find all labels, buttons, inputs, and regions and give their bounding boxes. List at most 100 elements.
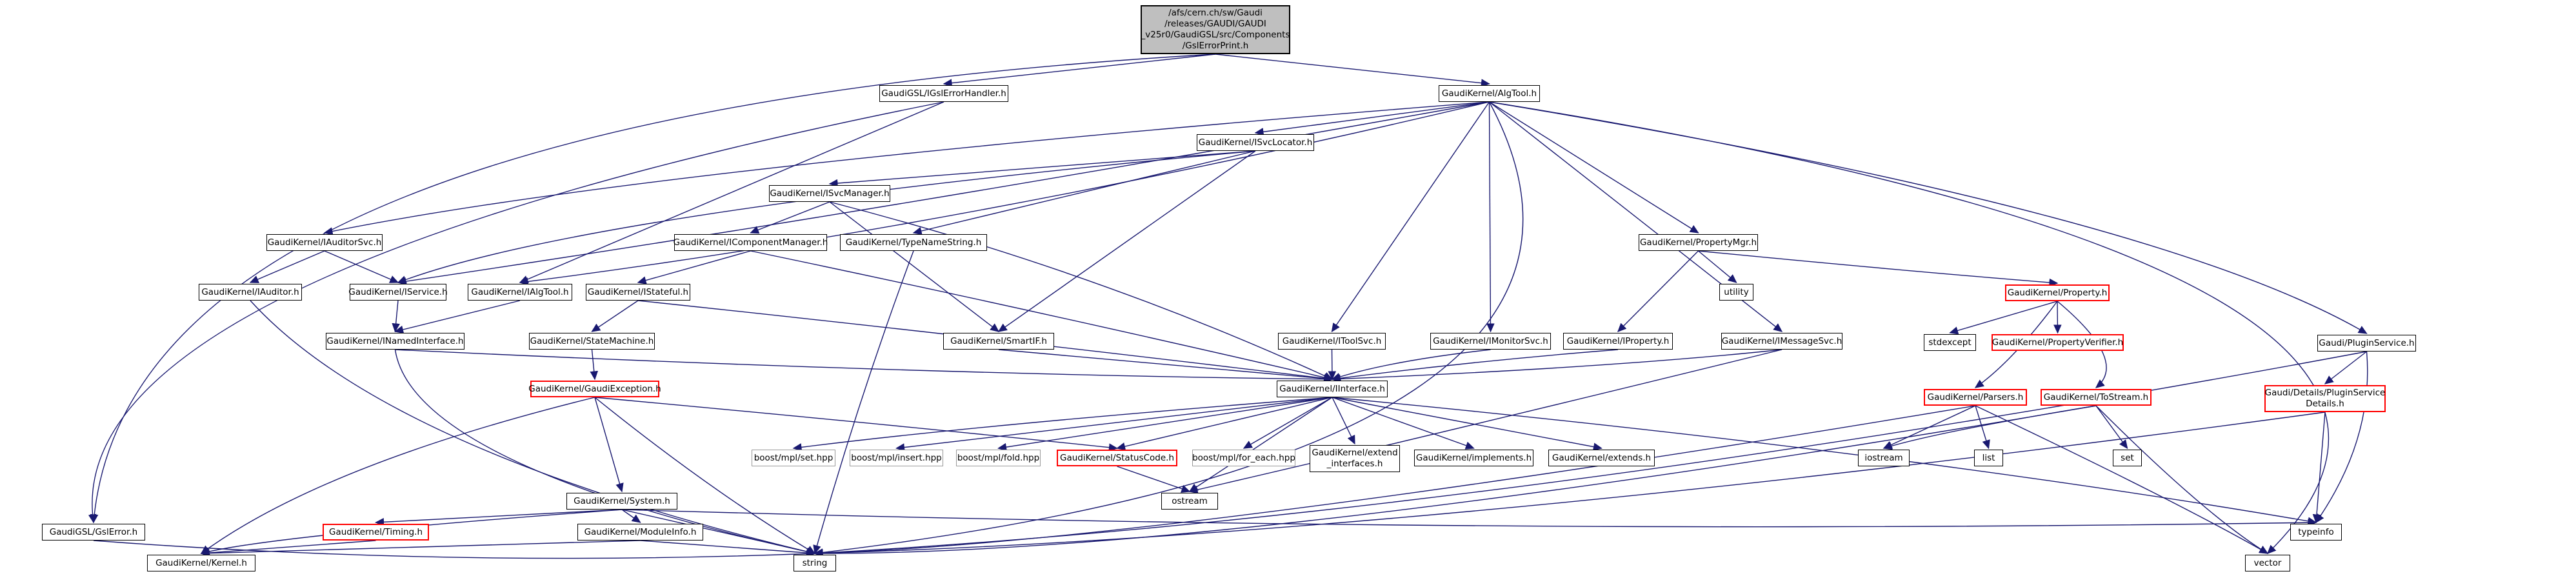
graph-node-label: GaudiKernel/IProperty.h — [1566, 335, 1670, 346]
graph-node-kernel[interactable]: GaudiKernel/Kernel.h — [147, 555, 255, 571]
include-edge-iinterface-mplinsert — [895, 397, 1333, 452]
include-edge-parsers-vector — [1975, 405, 2269, 554]
include-edge-property-parsers — [1974, 301, 2058, 388]
graph-node-igslerrorhandler[interactable]: GaudiGSL/IGslErrorHandler.h — [879, 85, 1008, 102]
include-edge-algtool-iservice — [397, 101, 1490, 286]
include-edge-smartif-iinterface — [998, 349, 1333, 383]
graph-node-extends[interactable]: GaudiKernel/extends.h — [1548, 450, 1655, 466]
graph-node-pluginservice[interactable]: Gaudi/PluginService.h — [2317, 335, 2416, 352]
graph-node-smartif[interactable]: GaudiKernel/SmartIF.h — [943, 333, 1054, 350]
include-edge-algtool-itoolsvc — [1331, 101, 1490, 333]
graph-node-label: GaudiKernel/StateMachine.h — [530, 335, 654, 346]
include-edge-algtool-propertymgr — [1489, 101, 1699, 233]
graph-node-system[interactable]: GaudiKernel/System.h — [566, 493, 677, 510]
graph-node-inamedinterface[interactable]: GaudiKernel/INamedInterface.h — [326, 333, 464, 350]
graph-node-extendinterfaces[interactable]: GaudiKernel/extend _interfaces.h — [1310, 445, 1400, 472]
include-edge-iinterface-mplset — [792, 397, 1333, 452]
graph-node-mplset[interactable]: boost/mpl/set.hpp — [752, 450, 835, 466]
graph-node-utility[interactable]: utility — [1719, 284, 1753, 301]
include-edge-iinterface-implements — [1332, 397, 1475, 450]
include-edge-root-gslerror — [90, 54, 1216, 524]
graph-node-vector[interactable]: vector — [2245, 555, 2290, 571]
graph-node-mplinsert[interactable]: boost/mpl/insert.hpp — [850, 450, 943, 466]
graph-node-ostream[interactable]: ostream — [1161, 493, 1218, 510]
graph-node-property[interactable]: GaudiKernel/Property.h — [2005, 284, 2110, 301]
include-edge-inamedinterface-string — [394, 349, 816, 556]
graph-node-iproperty[interactable]: GaudiKernel/IProperty.h — [1563, 333, 1673, 350]
graph-node-label: GaudiKernel/ISvcLocator.h — [1198, 137, 1313, 148]
include-edge-propertymgr-iproperty — [1617, 250, 1699, 332]
graph-node-label: GaudiKernel/IComponentManager.h — [673, 237, 828, 248]
include-edge-iauditor-string — [250, 300, 816, 556]
graph-node-gslerror[interactable]: GaudiGSL/GslError.h — [42, 524, 145, 541]
include-edge-gslerror-string — [93, 540, 816, 559]
graph-node-label: GaudiKernel/ModuleInfo.h — [584, 526, 697, 537]
graph-node-label: GaudiKernel/AlgTool.h — [1441, 88, 1537, 99]
include-edge-property-stdexcept — [1949, 301, 2058, 335]
graph-node-list[interactable]: list — [1974, 450, 2003, 466]
graph-node-label: ostream — [1172, 495, 1208, 506]
graph-node-label: GaudiGSL/IGslErrorHandler.h — [881, 88, 1006, 99]
graph-node-parsers[interactable]: GaudiKernel/Parsers.h — [1924, 389, 2027, 406]
include-edge-iinterface-extends — [1332, 397, 1603, 451]
include-edge-istateful-statemachine — [591, 300, 639, 332]
graph-node-iservice[interactable]: GaudiKernel/IService.h — [348, 284, 448, 301]
graph-node-string[interactable]: string — [794, 555, 836, 571]
include-edge-isvclocator-isvcmanager — [828, 150, 1256, 188]
graph-node-ialgtool[interactable]: GaudiKernel/IAlgTool.h — [468, 284, 572, 301]
graph-node-label: vector — [2253, 557, 2282, 568]
include-edge-imessagesvc-ostream — [1188, 349, 1782, 494]
include-edge-isvcmanager-smartif — [829, 201, 1000, 332]
graph-node-moduleinfo[interactable]: GaudiKernel/ModuleInfo.h — [577, 524, 703, 541]
graph-node-statemachine[interactable]: GaudiKernel/StateMachine.h — [529, 333, 655, 350]
graph-node-label: GaudiKernel/PropertyVerifier.h — [1992, 337, 2124, 348]
include-edge-gaudiexception-system — [594, 397, 624, 493]
graph-node-itoolsvc[interactable]: GaudiKernel/IToolSvc.h — [1278, 333, 1386, 350]
graph-node-label: GaudiKernel/IMonitorSvc.h — [1433, 335, 1548, 346]
graph-node-imonitorsvc[interactable]: GaudiKernel/IMonitorSvc.h — [1430, 333, 1551, 350]
graph-node-mplforeach[interactable]: boost/mpl/for_each.hpp — [1192, 450, 1295, 466]
graph-node-propertyverifier[interactable]: GaudiKernel/PropertyVerifier.h — [1992, 334, 2124, 351]
graph-node-isvcmanager[interactable]: GaudiKernel/ISvcManager.h — [769, 185, 890, 202]
graph-node-stdexcept[interactable]: stdexcept — [1924, 334, 1976, 351]
graph-node-iinterface[interactable]: GaudiKernel/IInterface.h — [1277, 381, 1388, 397]
graph-node-label: iostream — [1864, 452, 1903, 463]
graph-node-isvclocator[interactable]: GaudiKernel/ISvcLocator.h — [1197, 134, 1314, 151]
include-edge-igslerrorhandler-ialgtool — [519, 101, 944, 283]
graph-node-propertymgr[interactable]: GaudiKernel/PropertyMgr.h — [1639, 234, 1758, 251]
graph-node-algtool[interactable]: GaudiKernel/AlgTool.h — [1439, 85, 1540, 102]
include-edge-algtool-isvclocator — [1254, 101, 1490, 136]
graph-node-tostream[interactable]: GaudiKernel/ToStream.h — [2041, 389, 2152, 406]
graph-node-typeinfo[interactable]: typeinfo — [2290, 524, 2342, 541]
graph-node-iostream[interactable]: iostream — [1858, 450, 1910, 466]
graph-node-typenamestring[interactable]: GaudiKernel/TypeNameString.h — [840, 234, 987, 251]
graph-node-iauditor[interactable]: GaudiKernel/IAuditor.h — [199, 284, 302, 301]
include-edge-system-typeinfo — [621, 509, 2317, 528]
graph-node-psdetails[interactable]: Gaudi/Details/PluginService Details.h — [2264, 385, 2386, 412]
include-edge-algtool-imonitorsvc — [1486, 101, 1495, 333]
graph-node-iauditorsvc[interactable]: GaudiKernel/IAuditorSvc.h — [266, 234, 383, 251]
graph-node-root[interactable]: /afs/cern.ch/sw/Gaudi /releases/GAUDI/GA… — [1141, 5, 1290, 54]
graph-node-timing[interactable]: GaudiKernel/Timing.h — [323, 524, 429, 541]
graph-node-set[interactable]: set — [2113, 450, 2142, 466]
include-edge-typenamestring-string — [813, 250, 914, 555]
graph-node-imessagesvc[interactable]: GaudiKernel/IMessageSvc.h — [1721, 333, 1842, 350]
graph-node-istateful[interactable]: GaudiKernel/IStateful.h — [586, 284, 690, 301]
graph-node-label: Gaudi/Details/PluginService Details.h — [2264, 388, 2386, 409]
include-edge-isvclocator-iservice — [397, 150, 1256, 284]
graph-node-gaudiexception[interactable]: GaudiKernel/GaudiException.h — [528, 381, 661, 397]
graph-node-statuscode[interactable]: GaudiKernel/StatusCode.h — [1057, 450, 1177, 466]
graph-node-label: GaudiKernel/IAlgTool.h — [471, 286, 569, 297]
graph-node-label: utility — [1724, 286, 1749, 297]
graph-node-icomponentmanager[interactable]: GaudiKernel/IComponentManager.h — [673, 234, 828, 251]
graph-node-label: GaudiKernel/INamedInterface.h — [326, 335, 464, 346]
graph-node-label: GaudiKernel/implements.h — [1415, 452, 1532, 463]
include-edge-moduleinfo-string — [640, 540, 816, 557]
graph-node-implements[interactable]: GaudiKernel/implements.h — [1414, 450, 1533, 466]
graph-node-label: GaudiKernel/IStateful.h — [587, 286, 689, 297]
graph-node-label: typeinfo — [2298, 526, 2334, 537]
graph-node-mplfold[interactable]: boost/mpl/fold.hpp — [956, 450, 1041, 466]
include-edge-system-moduleinfo — [621, 509, 641, 523]
